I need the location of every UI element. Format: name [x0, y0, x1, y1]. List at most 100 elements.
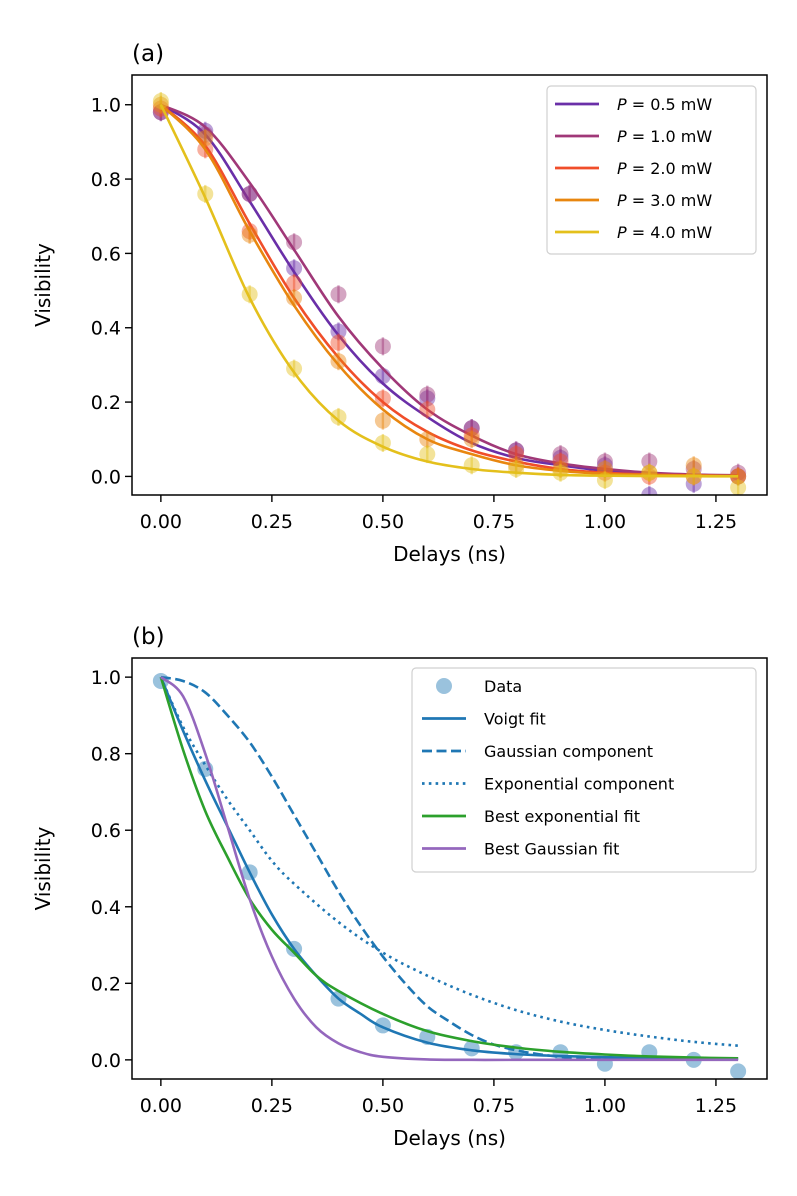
x-tick-label: 0.75: [473, 1095, 515, 1117]
series-line: [160, 675, 605, 1061]
data-point: [286, 234, 303, 251]
y-axis-label: Visibility: [31, 243, 55, 327]
x-tick-label: 0.25: [251, 511, 293, 533]
data-point: [508, 460, 525, 477]
data-point: [685, 457, 702, 474]
legend-entry: Best Gaussian fit: [484, 840, 619, 859]
data-point: [330, 353, 347, 370]
y-tick-label: 0.4: [91, 318, 121, 340]
axes-frame: [131, 657, 768, 1080]
legend: [546, 85, 757, 255]
data-point: [552, 446, 569, 463]
data-point: [330, 323, 347, 340]
legend-entry-label: = 4.0 mW: [627, 223, 713, 242]
x-tick-label: 0.50: [362, 511, 404, 533]
data-point: [197, 122, 214, 139]
data-point: [152, 93, 169, 110]
data-point: [463, 1040, 480, 1057]
data-point: [286, 275, 303, 292]
data-point: [730, 1063, 747, 1079]
x-tick-label: 0.25: [251, 1095, 293, 1117]
legend-entry: Gaussian component: [484, 742, 653, 761]
data-point: [685, 460, 702, 477]
legend-entry-label: = 0.5 mW: [627, 95, 713, 114]
fit-line: [159, 104, 739, 478]
legend-entry: P = 2.0 mW: [617, 159, 712, 178]
legend-entry-symbol: P: [617, 223, 627, 242]
x-tick-label: 1.25: [695, 511, 737, 533]
y-tick-label: 0.6: [91, 243, 121, 265]
data-point: [419, 401, 436, 418]
legend-entry: Best exponential fit: [484, 807, 640, 826]
panel-label: (a): [132, 41, 164, 67]
data-point: [508, 446, 525, 463]
legend: [411, 667, 757, 873]
data-point: [241, 185, 258, 202]
data-point: [374, 338, 391, 355]
legend-entry: P = 1.0 mW: [617, 127, 712, 146]
legend-entry: Exponential component: [484, 775, 674, 794]
data-point: [463, 427, 480, 444]
data-point: [419, 390, 436, 407]
panel-a-chart: (a) 0.00 0.25 0.50 0.75 1.00 1.25 0.0 0.2 0.4 0.6 0…: [31, 41, 768, 566]
y-tick-label: 1.0: [91, 95, 121, 117]
data-point: [419, 386, 436, 403]
legend-entry-label: = 3.0 mW: [627, 191, 713, 210]
y-tick-label: 0.2: [91, 973, 121, 995]
y-tick-label: 0.0: [91, 466, 121, 488]
data-point: [286, 290, 303, 307]
data-point: [552, 453, 569, 470]
data-point: [641, 487, 658, 495]
y-tick-label: 0.0: [91, 1050, 121, 1072]
x-tick-label: 0.75: [473, 511, 515, 533]
data-point: [419, 446, 436, 463]
data-point: [552, 460, 569, 477]
legend-entry: P = 0.5 mW: [617, 95, 712, 114]
legend-entry-symbol: P: [617, 191, 627, 210]
legend-entry-label: = 1.0 mW: [627, 127, 713, 146]
axes-frame: [131, 74, 768, 496]
data-point: [730, 479, 747, 495]
panel-label: (b): [132, 624, 165, 650]
legend-entry: P = 4.0 mW: [617, 223, 712, 242]
data-point: [330, 408, 347, 425]
data-point: [685, 475, 702, 492]
y-tick-label: 0.6: [91, 820, 121, 842]
y-tick-label: 0.8: [91, 169, 121, 191]
legend-entry: Data: [484, 677, 522, 696]
legend-entry-label: = 2.0 mW: [627, 159, 713, 178]
data-point: [463, 431, 480, 448]
data-point: [374, 434, 391, 451]
x-tick-label: 0.00: [140, 1095, 182, 1117]
plot-area: [152, 92, 747, 495]
data-point: [596, 453, 613, 470]
x-tick-label: 0.50: [362, 1095, 404, 1117]
data-point: [374, 412, 391, 429]
legend-entry-symbol: P: [617, 127, 627, 146]
x-tick-label: 1.25: [695, 1095, 737, 1117]
x-tick-label: 1.00: [584, 1095, 626, 1117]
legend-entry-symbol: P: [617, 95, 627, 114]
legend-entry-symbol: P: [617, 159, 627, 178]
data-point: [330, 286, 347, 303]
legend-marker: [436, 678, 452, 694]
data-point: [552, 464, 569, 481]
data-point: [374, 390, 391, 407]
data-point: [330, 334, 347, 351]
x-tick-label: 0.00: [140, 511, 182, 533]
plot-area: [152, 672, 747, 1079]
series-line: [160, 676, 739, 1062]
y-tick-label: 0.4: [91, 897, 121, 919]
fit-line: [160, 103, 739, 477]
series-line: [159, 676, 739, 1060]
y-tick-label: 0.8: [91, 744, 121, 766]
data-point: [641, 453, 658, 470]
data-point: [641, 464, 658, 481]
panel-b-chart: (b) 0.00 0.25 0.50 0.75 1.00 1.25 0.0 0.2 0.4 0.6 0…: [31, 624, 768, 1150]
y-tick-label: 1.0: [91, 667, 121, 689]
x-axis-label: Delays (ns): [393, 542, 506, 566]
y-tick-label: 0.2: [91, 392, 121, 414]
legend-entry: P = 3.0 mW: [617, 191, 712, 210]
legend-entry: Voigt fit: [484, 710, 546, 729]
